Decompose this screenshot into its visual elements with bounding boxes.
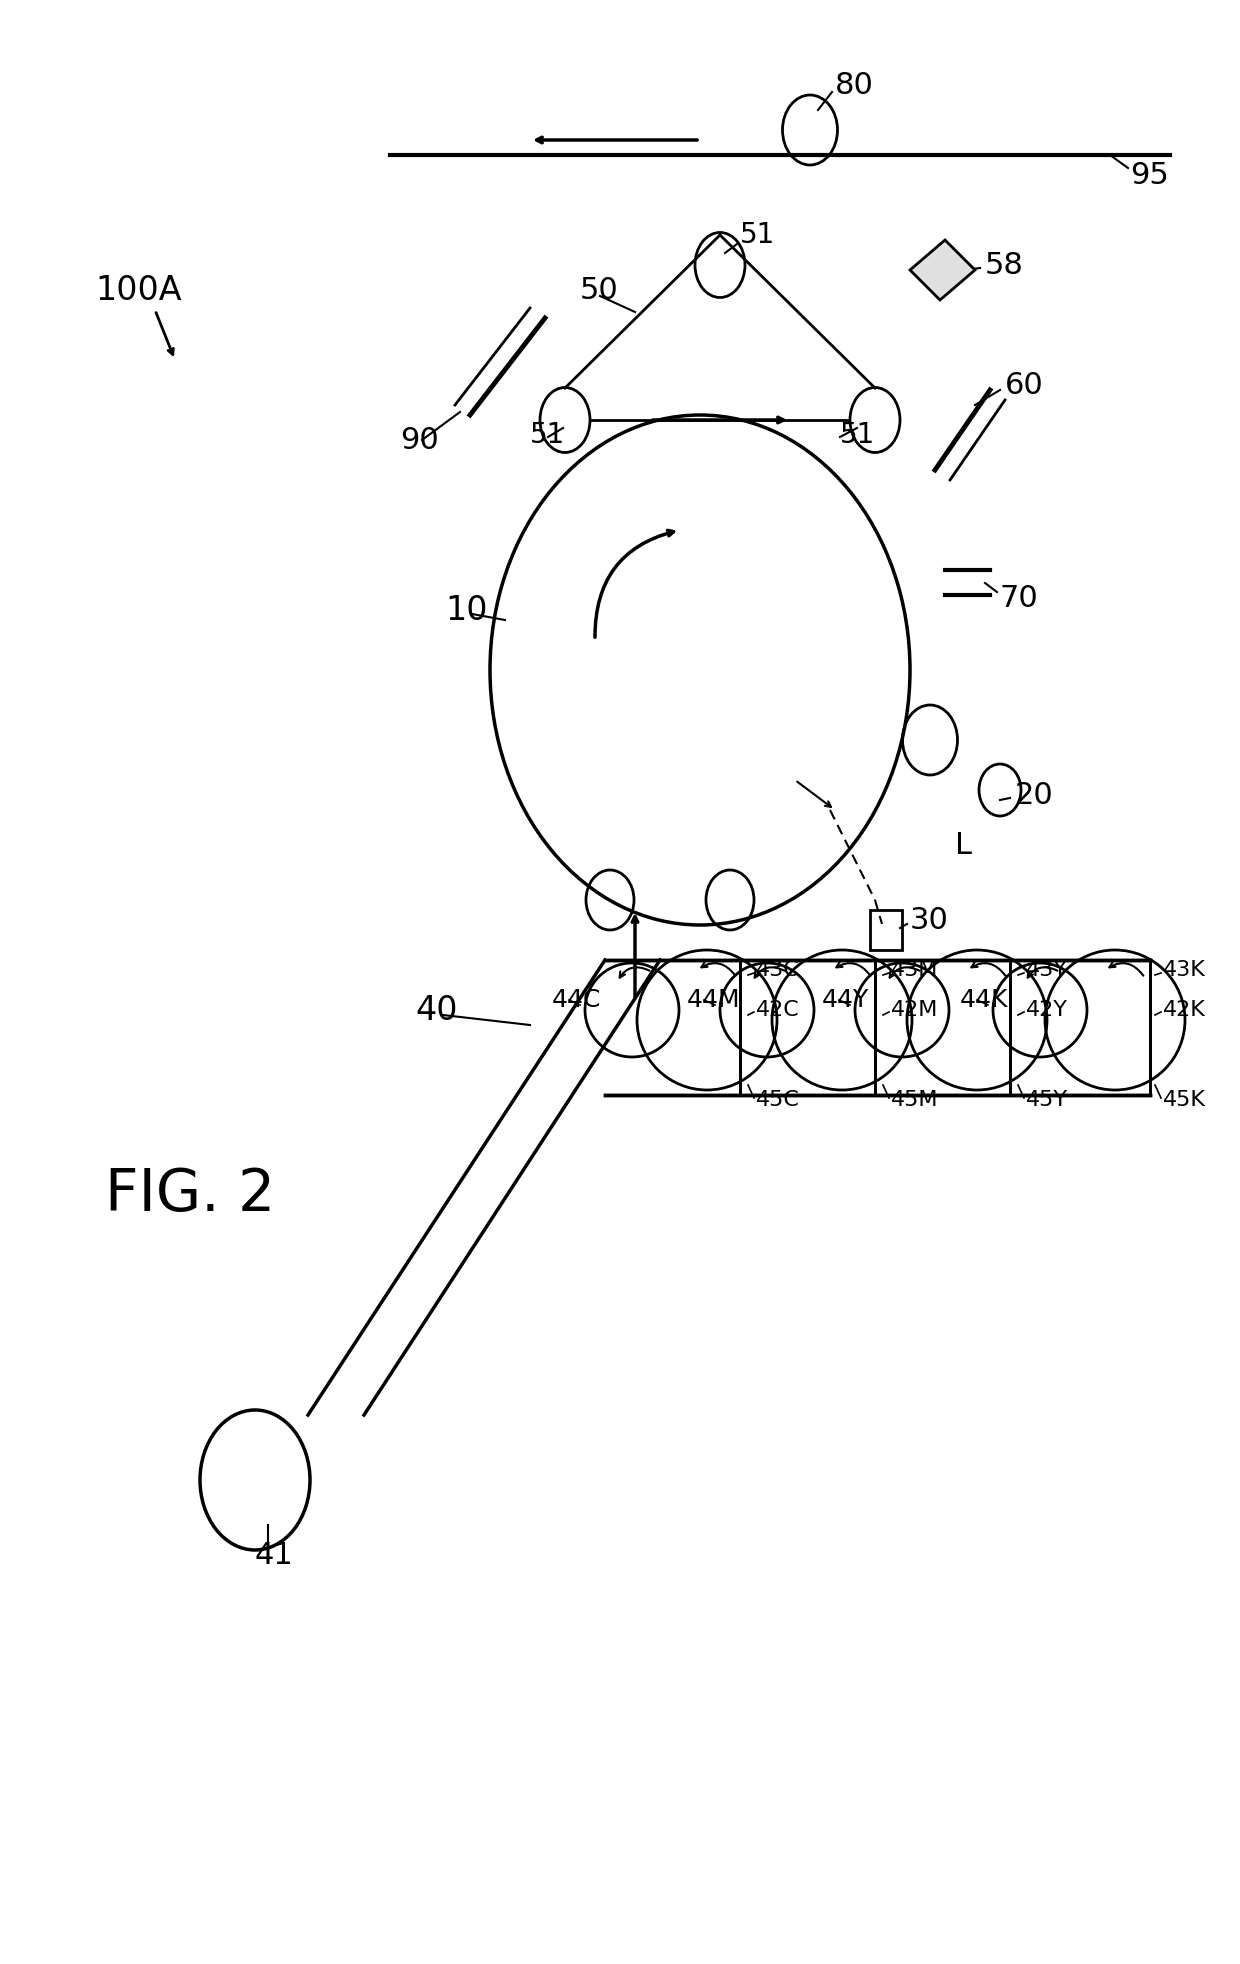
Text: 44K: 44K [960, 988, 1008, 1011]
Text: 95: 95 [1130, 161, 1169, 189]
Text: 58: 58 [985, 251, 1024, 279]
Text: 50: 50 [580, 275, 619, 304]
Text: 42K: 42K [1163, 1000, 1205, 1019]
Text: 44M: 44M [687, 988, 740, 1011]
Text: 100A: 100A [95, 273, 181, 306]
Text: 43C: 43C [756, 960, 800, 980]
Text: 70: 70 [999, 583, 1039, 613]
Text: 60: 60 [1004, 371, 1044, 399]
Text: 30: 30 [910, 905, 949, 935]
Text: 41: 41 [255, 1540, 294, 1569]
Text: 51: 51 [529, 420, 565, 450]
Text: 43K: 43K [1163, 960, 1205, 980]
Text: 43M: 43M [892, 960, 939, 980]
Text: 43Y: 43Y [1025, 960, 1068, 980]
Text: 42M: 42M [892, 1000, 939, 1019]
Text: 42Y: 42Y [1025, 1000, 1068, 1019]
Text: 10: 10 [445, 593, 487, 627]
Text: 42C: 42C [756, 1000, 800, 1019]
Text: 45K: 45K [1163, 1090, 1207, 1110]
Text: 45M: 45M [892, 1090, 939, 1110]
Text: 44C: 44C [552, 988, 601, 1011]
Text: FIG. 2: FIG. 2 [105, 1167, 275, 1224]
Text: 90: 90 [401, 426, 439, 454]
Circle shape [932, 261, 951, 279]
Text: 51: 51 [839, 420, 875, 450]
Text: 20: 20 [1016, 780, 1054, 809]
Text: L: L [955, 831, 972, 860]
Text: 45C: 45C [756, 1090, 800, 1110]
Text: 40: 40 [415, 994, 458, 1027]
Text: 51: 51 [740, 222, 775, 249]
Text: 80: 80 [835, 71, 874, 100]
Text: 45Y: 45Y [1025, 1090, 1068, 1110]
Polygon shape [910, 240, 975, 300]
Text: 44Y: 44Y [822, 988, 869, 1011]
